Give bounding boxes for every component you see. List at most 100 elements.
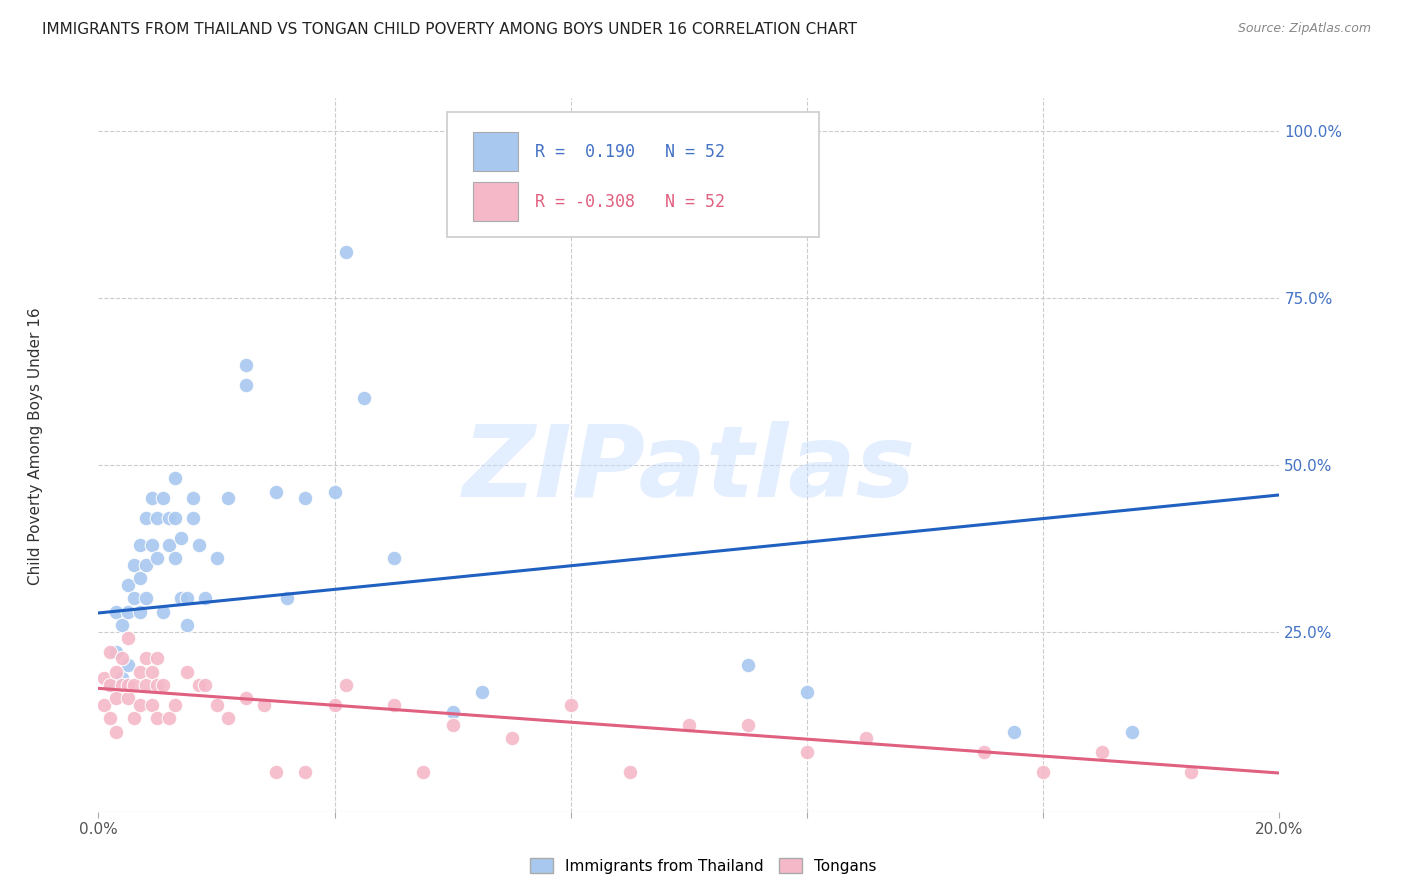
Point	[335, 678, 357, 692]
Point	[135, 511, 157, 525]
Point	[122, 558, 145, 572]
Point	[235, 691, 257, 706]
Point	[187, 678, 209, 692]
Point	[176, 618, 198, 632]
Point	[264, 764, 287, 779]
Point	[181, 491, 204, 506]
Point	[122, 678, 145, 692]
Point	[412, 764, 434, 779]
Point	[737, 718, 759, 732]
Point	[135, 678, 157, 692]
Point	[105, 724, 128, 739]
Point	[471, 684, 494, 698]
Point	[117, 605, 139, 619]
Point	[276, 591, 298, 606]
Point	[105, 645, 128, 659]
Point	[678, 718, 700, 732]
Text: Source: ZipAtlas.com: Source: ZipAtlas.com	[1237, 22, 1371, 36]
Text: Child Poverty Among Boys Under 16: Child Poverty Among Boys Under 16	[28, 307, 42, 585]
Point	[111, 671, 134, 685]
Point	[128, 538, 150, 552]
Point	[117, 578, 139, 592]
Point	[294, 491, 316, 506]
Point	[146, 678, 169, 692]
Text: R =  0.190   N = 52: R = 0.190 N = 52	[536, 143, 725, 161]
Point	[152, 678, 174, 692]
Point	[235, 358, 257, 372]
Point	[294, 764, 316, 779]
Point	[105, 665, 128, 679]
Point	[117, 632, 139, 646]
Point	[973, 745, 995, 759]
Point	[111, 678, 134, 692]
Point	[353, 391, 375, 405]
FancyBboxPatch shape	[472, 132, 517, 171]
Point	[165, 698, 187, 712]
Point	[128, 698, 150, 712]
Point	[117, 658, 139, 673]
Point	[141, 665, 163, 679]
Point	[146, 511, 169, 525]
Point	[194, 591, 217, 606]
Point	[122, 591, 145, 606]
Point	[111, 651, 134, 665]
Point	[135, 558, 157, 572]
Point	[165, 551, 187, 566]
Point	[98, 678, 121, 692]
Point	[560, 698, 582, 712]
Point	[796, 684, 818, 698]
FancyBboxPatch shape	[472, 182, 517, 221]
Point	[737, 658, 759, 673]
Point	[855, 731, 877, 746]
Text: R = -0.308   N = 52: R = -0.308 N = 52	[536, 193, 725, 211]
Point	[146, 711, 169, 725]
Point	[323, 698, 346, 712]
Point	[135, 591, 157, 606]
Point	[170, 591, 193, 606]
Point	[146, 651, 169, 665]
Point	[157, 711, 180, 725]
Point	[146, 551, 169, 566]
Point	[128, 605, 150, 619]
Point	[128, 665, 150, 679]
Point	[141, 491, 163, 506]
Point	[152, 605, 174, 619]
Point	[335, 244, 357, 259]
Point	[170, 531, 193, 545]
Point	[1032, 764, 1054, 779]
Point	[152, 491, 174, 506]
Point	[382, 698, 405, 712]
Point	[181, 511, 204, 525]
Point	[796, 745, 818, 759]
Point	[165, 471, 187, 485]
Point	[205, 698, 228, 712]
Point	[141, 538, 163, 552]
Point	[1121, 724, 1143, 739]
Point	[217, 491, 239, 506]
Point	[165, 511, 187, 525]
Point	[93, 698, 115, 712]
Point	[323, 484, 346, 499]
Point	[98, 645, 121, 659]
Legend: Immigrants from Thailand, Tongans: Immigrants from Thailand, Tongans	[523, 852, 883, 880]
Point	[141, 698, 163, 712]
Point	[157, 538, 180, 552]
Point	[194, 678, 217, 692]
Point	[105, 605, 128, 619]
Point	[441, 718, 464, 732]
Point	[1180, 764, 1202, 779]
Point	[117, 691, 139, 706]
Point	[176, 591, 198, 606]
Point	[1091, 745, 1114, 759]
Point	[128, 571, 150, 585]
Point	[205, 551, 228, 566]
Point	[98, 711, 121, 725]
Text: ZIPatlas: ZIPatlas	[463, 421, 915, 517]
Point	[176, 665, 198, 679]
Point	[1002, 724, 1025, 739]
Point	[501, 731, 523, 746]
Point	[117, 678, 139, 692]
Point	[122, 711, 145, 725]
Point	[619, 764, 641, 779]
Point	[187, 538, 209, 552]
